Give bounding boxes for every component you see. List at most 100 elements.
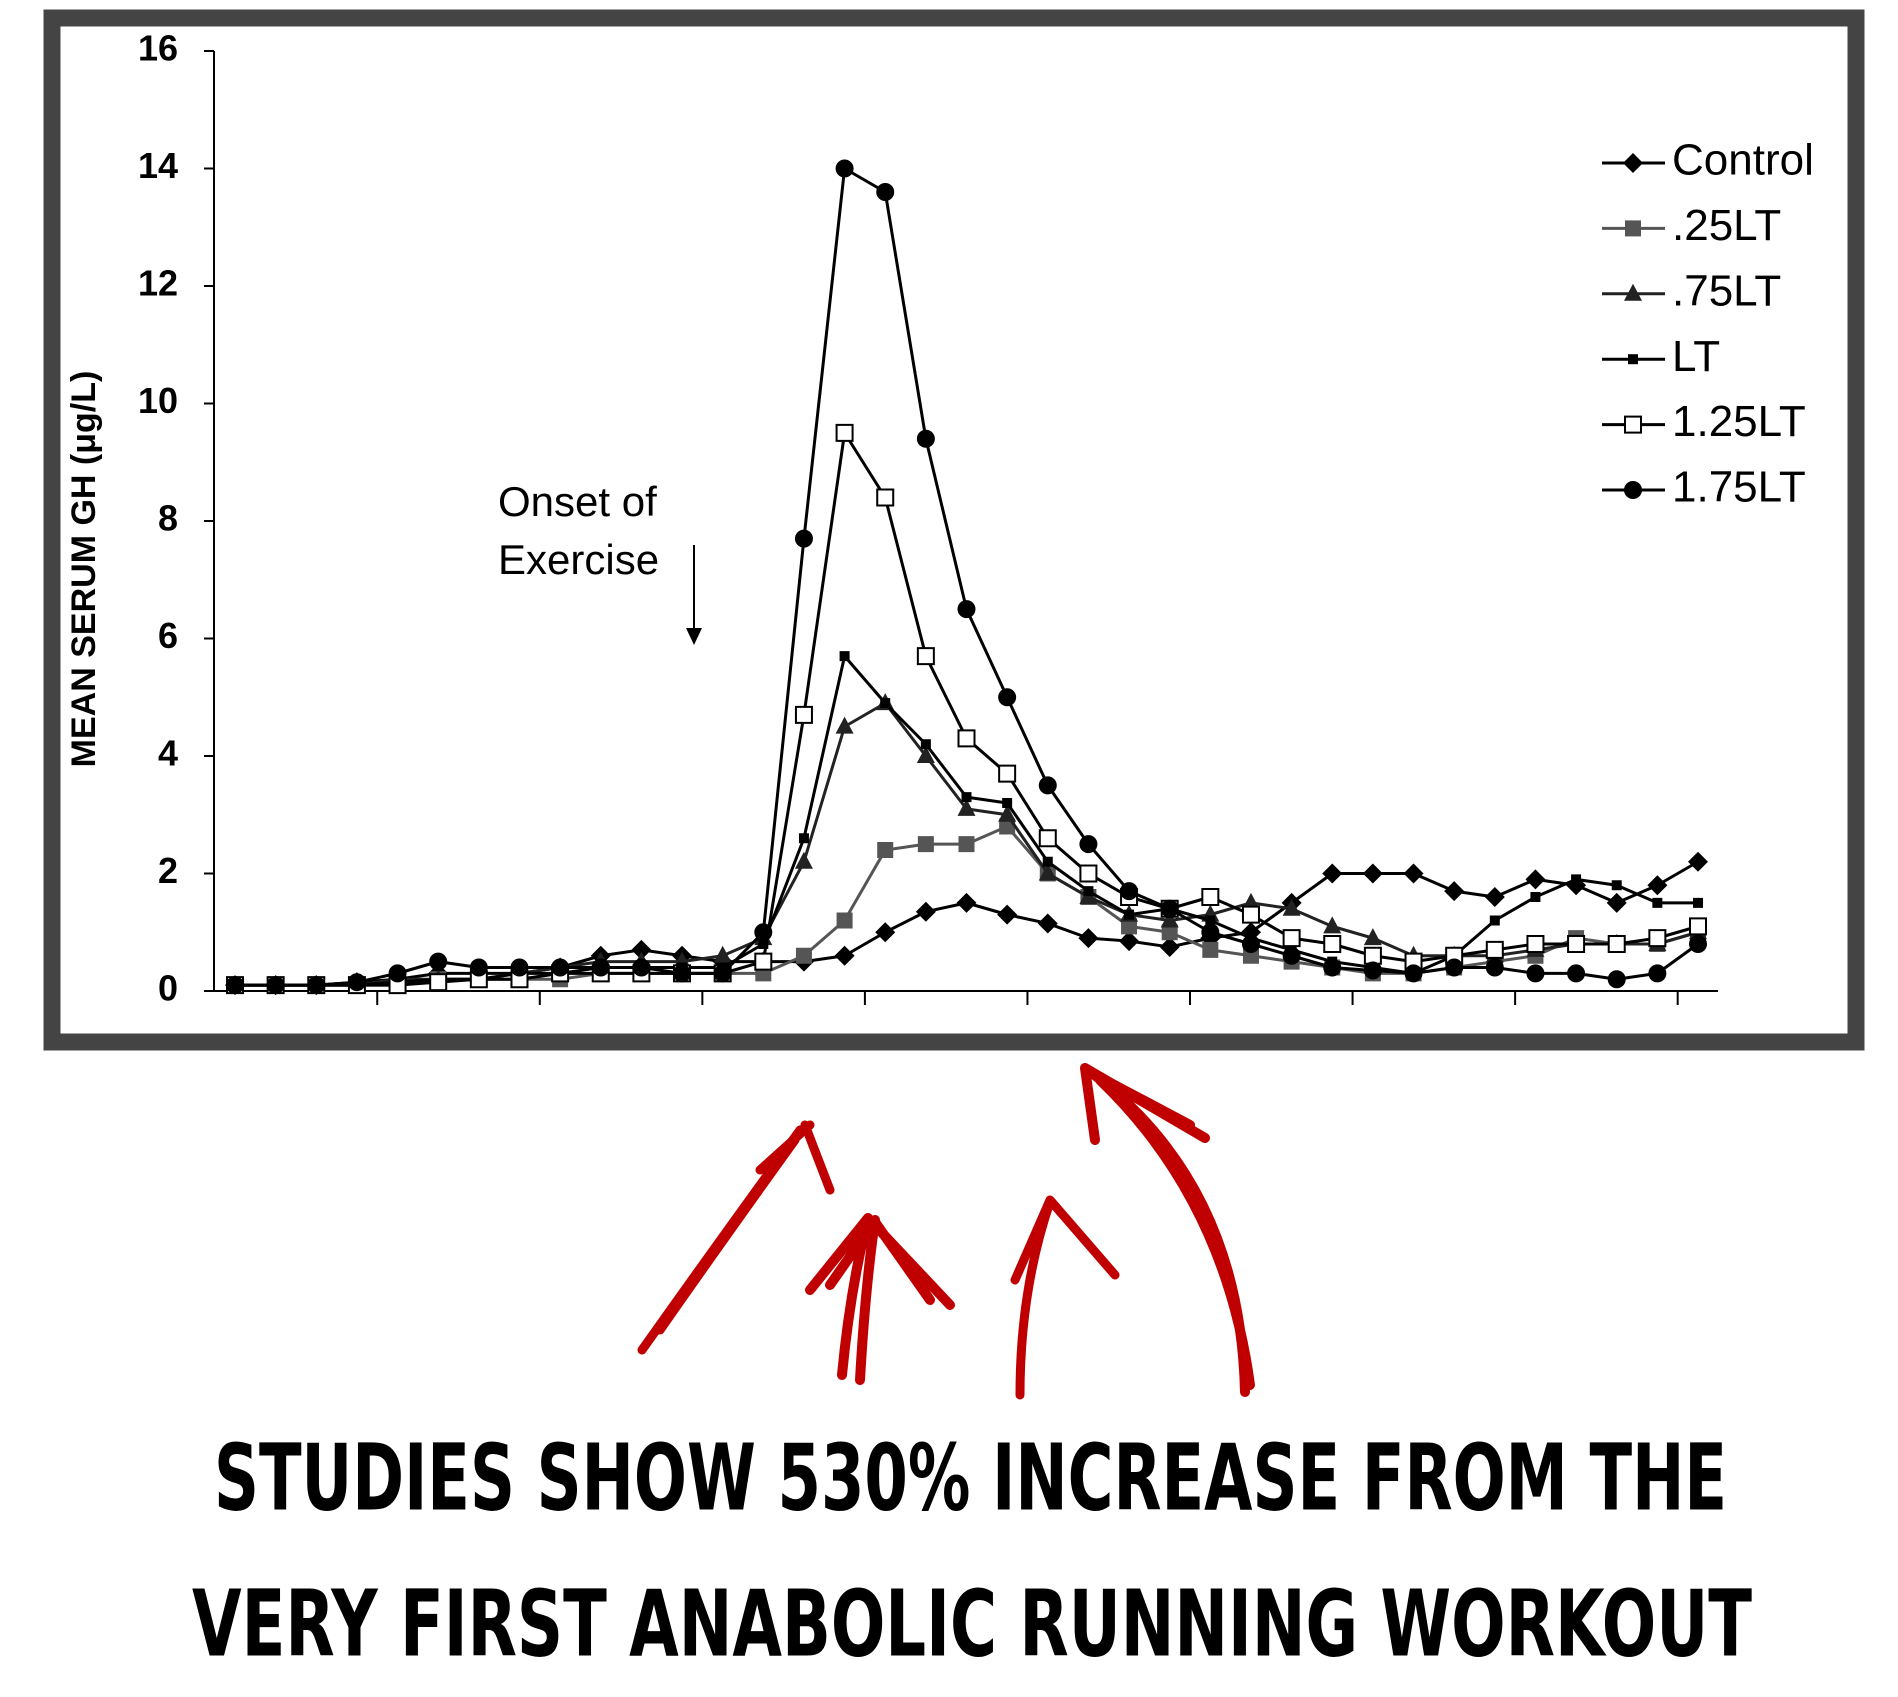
marker [1323,958,1342,977]
marker [1404,964,1423,983]
legend-marker [1623,153,1643,173]
marker [1159,936,1180,957]
legend-label: 1.75LT [1672,463,1806,512]
marker [1037,913,1058,934]
marker [1121,918,1138,935]
annotation: Onset of [498,478,657,525]
marker [957,798,976,816]
marker [754,952,773,971]
marker [1689,935,1707,953]
annotation-arrowhead [686,628,702,645]
marker [956,892,977,913]
marker [794,851,813,869]
caption-line: VERY FIRST ANABOLIC RUNNING WORKOUT [192,1570,1752,1677]
y-tick-label: 0 [158,968,178,1009]
marker [1119,931,1140,952]
marker [876,488,895,507]
marker [1526,964,1545,983]
legend-marker [1628,354,1638,365]
marker [1282,898,1301,916]
marker [1363,961,1382,980]
marker [1567,935,1586,953]
legend-marker [1625,220,1641,237]
marker [1323,935,1342,953]
marker [1160,910,1179,928]
marker [1530,892,1541,902]
marker [469,958,488,977]
marker [997,904,1018,925]
marker [551,958,570,977]
marker [754,923,773,942]
marker [632,958,651,977]
marker [1201,888,1220,906]
y-tick-label: 12 [138,263,178,304]
marker [631,939,652,960]
red-arrows [637,1063,1255,1400]
marker [1648,929,1667,948]
marker [795,947,812,964]
marker [1042,856,1053,867]
marker [1485,940,1504,959]
marker [916,647,935,666]
marker [1241,905,1260,924]
marker [713,964,732,983]
y-tick-label: 2 [158,850,178,891]
marker [839,651,850,662]
marker [1444,881,1465,902]
marker [957,729,976,748]
marker [429,973,448,992]
marker [1078,928,1099,949]
marker [713,945,732,963]
marker [1083,886,1094,897]
marker [1571,874,1582,885]
y-tick-label: 14 [138,145,178,186]
marker [835,423,854,442]
marker [957,600,976,619]
marker [1689,917,1707,936]
legend-marker [1624,283,1642,301]
marker [1161,924,1178,941]
marker [835,159,854,178]
marker [877,842,894,858]
marker [834,945,855,966]
marker [1484,887,1505,907]
marker [915,901,936,922]
marker [758,939,769,949]
marker [510,958,529,977]
marker [1124,909,1135,920]
marker [1120,882,1139,901]
marker [1002,798,1013,808]
marker [961,792,972,803]
marker [347,973,366,992]
marker [1693,897,1703,908]
marker [798,833,809,844]
marker [1607,970,1626,989]
marker [1688,851,1708,872]
marker [307,976,326,995]
marker [1160,899,1179,918]
marker [1526,935,1545,953]
marker [1038,776,1057,795]
marker [1489,915,1500,926]
marker [1282,946,1301,965]
marker [591,958,610,977]
legend-label: Control [1672,136,1814,185]
marker [1202,941,1219,958]
marker [1567,964,1586,983]
marker [1606,892,1627,913]
marker [835,716,854,734]
legend-marker [1624,415,1642,434]
marker [1485,958,1504,977]
marker [388,964,407,983]
marker [1647,875,1668,896]
marker [429,952,448,971]
y-tick-label: 10 [138,380,178,421]
marker [836,912,853,929]
y-tick-label: 4 [158,733,178,774]
marker [1652,897,1663,908]
marker [998,804,1017,822]
y-tick-label: 16 [138,28,178,69]
caption-line: STUDIES SHOW 530% INCREASE FROM THE [214,1424,1727,1531]
marker [920,739,931,750]
